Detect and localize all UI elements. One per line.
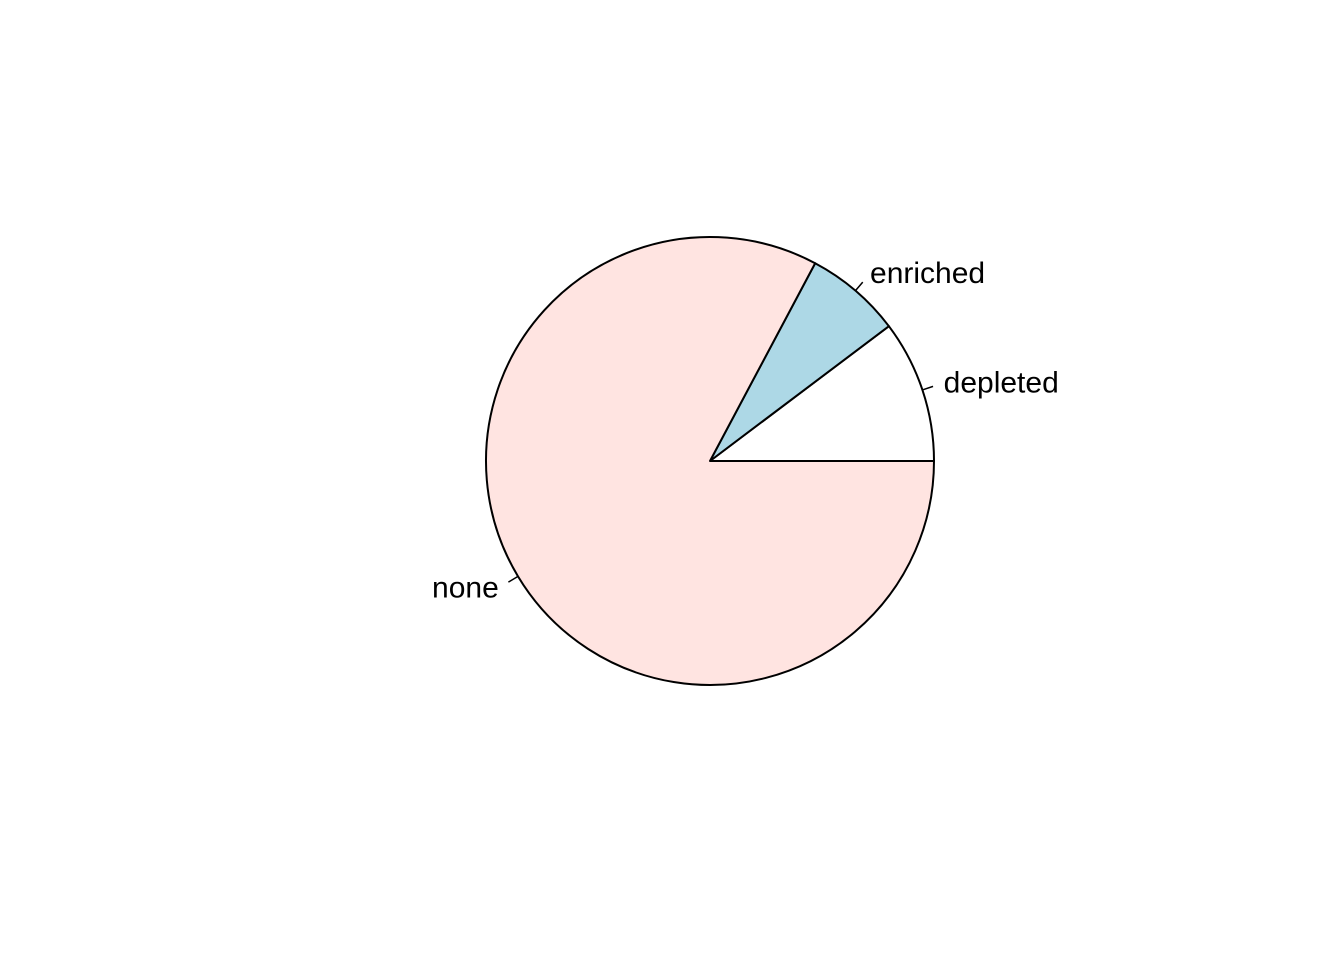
pie-slices (485, 236, 935, 686)
pie-slice-none (485, 236, 935, 686)
pie-label-depleted: depleted (944, 366, 1059, 399)
pie-label-tick-enriched (854, 281, 864, 292)
pie-label-tick-depleted (922, 385, 934, 391)
pie-label-tick-none (508, 575, 519, 583)
pie-label-none: none (432, 571, 499, 604)
pie-label-enriched: enriched (870, 257, 985, 290)
pie-labels: depleted enriched none (432, 257, 1059, 604)
